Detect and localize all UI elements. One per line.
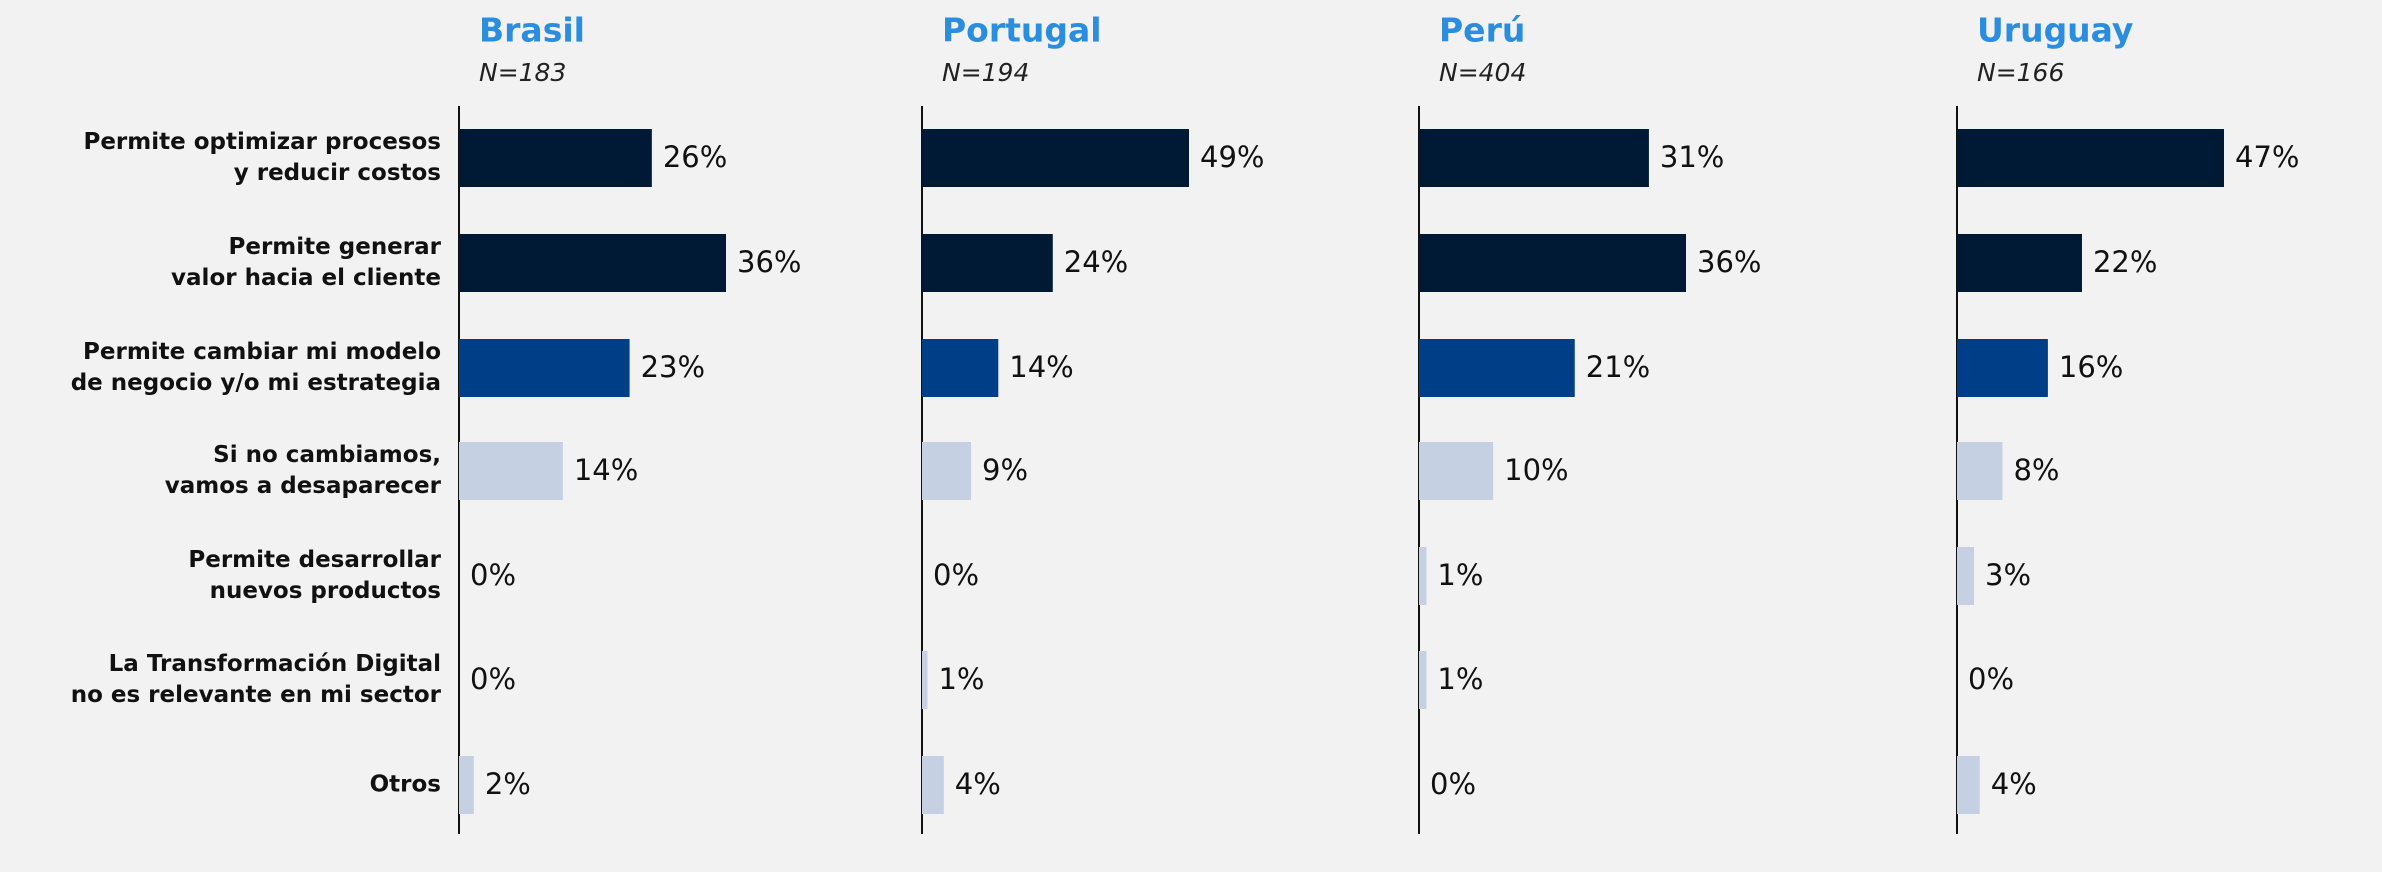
category-label: Permite cambiar mi modelo de negocio y/o… [70,339,441,396]
bar [459,756,474,814]
panel-subtitle: N=183 [479,58,566,87]
panel-title: Uruguay [1977,11,2133,50]
bar [922,129,1189,187]
value-label: 3% [1985,558,2031,592]
value-label: 24% [1064,245,1128,279]
category-label: La Transformación Digital no es relevant… [70,651,441,708]
panel-subtitle: N=166 [1977,58,2064,87]
value-label: 10% [1504,453,1568,487]
category-label: Permite optimizar procesos y reducir cos… [83,129,441,186]
value-label: 0% [933,558,979,592]
bar [1419,339,1575,397]
bar [1957,756,1980,814]
bar [1957,129,2224,187]
bar [1957,442,2003,500]
panel-title: Brasil [479,11,585,50]
category-label: Otros [369,771,441,798]
bar [1419,651,1427,709]
value-label: 0% [470,558,516,592]
value-label: 36% [737,245,801,279]
panel-title: Perú [1439,11,1525,50]
bar [459,339,630,397]
bar [459,129,652,187]
value-label: 8% [2013,453,2059,487]
value-label: 31% [1660,140,1724,174]
value-label: 4% [1991,767,2037,801]
value-label: 0% [470,662,516,696]
category-label: Permite desarrollar nuevos productos [188,547,441,604]
bar [922,756,944,814]
value-label: 9% [982,453,1028,487]
value-label: 1% [1437,558,1483,592]
value-label: 1% [938,662,984,696]
value-label: 1% [1437,662,1483,696]
bar [1957,339,2048,397]
value-label: 47% [2235,140,2299,174]
bar [922,651,928,709]
value-label: 2% [485,767,531,801]
value-label: 49% [1200,140,1264,174]
bar [922,234,1053,292]
panel-title: Portugal [942,11,1102,50]
value-label: 26% [663,140,727,174]
bar [1957,234,2082,292]
value-label: 16% [2059,350,2123,384]
value-label: 0% [1430,767,1476,801]
bar [1419,234,1686,292]
value-label: 36% [1697,245,1761,279]
value-label: 23% [641,350,705,384]
panel-subtitle: N=404 [1439,58,1526,87]
bar [1419,547,1427,605]
bar [459,442,563,500]
bar [459,234,726,292]
value-label: 4% [955,767,1001,801]
value-label: 21% [1586,350,1650,384]
value-label: 14% [574,453,638,487]
category-label: Permite generar valor hacia el cliente [171,234,441,291]
bar [1419,129,1649,187]
bar [922,339,999,397]
value-label: 22% [2093,245,2157,279]
value-label: 0% [1968,662,2014,696]
bar [922,442,972,500]
value-label: 14% [1009,350,1073,384]
category-label: Si no cambiamos, vamos a desaparecer [164,442,441,499]
bar [1419,442,1494,500]
panel-subtitle: N=194 [942,58,1029,87]
bar [1957,547,1975,605]
